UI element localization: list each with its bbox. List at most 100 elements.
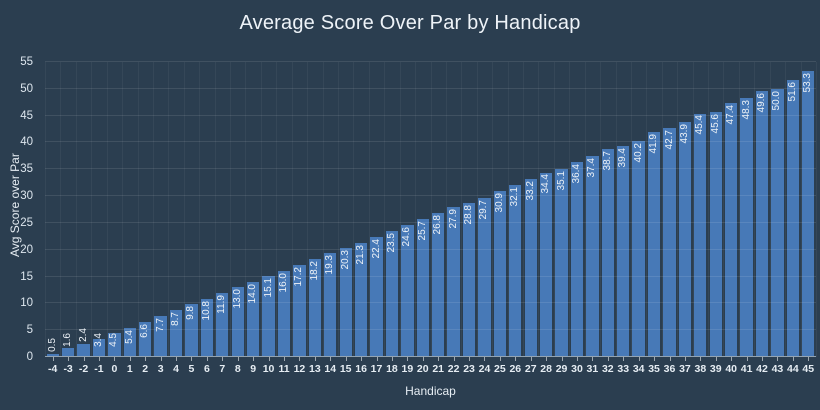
x-tick-mark: [777, 357, 779, 361]
x-tick-label: 39: [709, 363, 722, 375]
bar-handicap-28[interactable]: [539, 172, 553, 357]
x-tick-mark: [422, 357, 424, 361]
bar-handicap-17[interactable]: [370, 236, 383, 357]
x-tick-label: 1: [126, 363, 133, 375]
x-tick-label: 40: [725, 363, 738, 375]
bar-value-label: 34.4: [540, 174, 552, 194]
bar-handicap-20[interactable]: [416, 219, 429, 357]
x-tick-label: 30: [571, 363, 583, 375]
bar-handicap-33[interactable]: [617, 145, 630, 357]
x-tick-mark: [129, 357, 131, 361]
bar-handicap-43[interactable]: [771, 88, 784, 357]
bar-handicap-9[interactable]: [246, 281, 260, 357]
bar-handicap-41[interactable]: [740, 97, 753, 357]
bar-handicap-40[interactable]: [725, 102, 738, 357]
y-tick-label: 0: [26, 351, 33, 363]
bar-value-label: 33.2: [524, 180, 536, 201]
bar-handicap-15[interactable]: [339, 248, 352, 357]
bar-slot: 38.7: [600, 53, 615, 357]
bar-handicap-7[interactable]: [216, 293, 229, 357]
bar-handicap--1[interactable]: [92, 338, 106, 357]
bar-handicap-32[interactable]: [601, 149, 614, 357]
bar-slot: 35.1: [554, 53, 569, 357]
bar-slot: 14.0: [245, 53, 260, 357]
bar-handicap-6[interactable]: [200, 299, 214, 357]
bar-handicap-3[interactable]: [154, 315, 167, 357]
bar-handicap-25[interactable]: [493, 191, 507, 357]
bar-handicap-42[interactable]: [755, 90, 769, 357]
bar-value-label: 23.5: [385, 232, 397, 253]
bar-slot: 51.6: [785, 53, 800, 357]
bar-slot: 9.8: [184, 53, 199, 357]
x-tick-mark: [669, 357, 671, 361]
x-tick-mark: [530, 357, 532, 361]
x-tick-mark: [808, 357, 810, 361]
bar-handicap-23[interactable]: [462, 202, 476, 357]
bar-handicap-31[interactable]: [586, 156, 599, 357]
bar-handicap-18[interactable]: [385, 230, 399, 357]
bar-handicap-37[interactable]: [678, 121, 692, 357]
bar-handicap-0[interactable]: [108, 332, 121, 357]
bar-slot: 20.3: [338, 53, 353, 357]
bar-handicap-19[interactable]: [401, 225, 414, 357]
x-tick-label: 8: [234, 363, 241, 375]
x-tick-label: 23: [463, 363, 475, 375]
bar-handicap-24[interactable]: [478, 197, 491, 357]
bar-handicap--4[interactable]: [46, 354, 59, 357]
bar-handicap-13[interactable]: [308, 259, 321, 357]
bar-handicap-4[interactable]: [169, 310, 183, 357]
x-tick-label: 6: [203, 363, 210, 375]
bar-handicap-10[interactable]: [262, 276, 275, 357]
bar-handicap-35[interactable]: [647, 132, 661, 357]
bar-handicap-38[interactable]: [694, 113, 707, 357]
bar-handicap-16[interactable]: [354, 242, 368, 357]
bar-handicap-2[interactable]: [139, 321, 152, 357]
bar-value-label: 15.1: [262, 278, 274, 298]
bar-handicap-44[interactable]: [786, 80, 799, 357]
bar-handicap-27[interactable]: [524, 178, 537, 357]
bar-handicap-34[interactable]: [632, 141, 645, 357]
x-tick-mark: [176, 357, 178, 361]
bar-value-label: 3.4: [92, 333, 104, 347]
bar-handicap-21[interactable]: [432, 213, 445, 357]
bar-handicap--3[interactable]: [61, 348, 75, 357]
bar-handicap-5[interactable]: [185, 304, 198, 357]
x-tick-mark: [376, 357, 378, 361]
bar-handicap-12[interactable]: [293, 264, 306, 357]
bar-slot: 22.4: [369, 53, 384, 357]
bar-handicap-30[interactable]: [570, 161, 584, 357]
bar-slot: 13.0: [230, 53, 245, 357]
bar-handicap--2[interactable]: [77, 344, 90, 357]
x-tick-label: -3: [63, 363, 73, 375]
x-tick-mark: [330, 357, 332, 361]
bar-slot: 10.8: [199, 53, 214, 357]
x-tick-label: 14: [324, 363, 337, 375]
bar-handicap-14[interactable]: [324, 253, 337, 357]
bar-slot: 17.2: [292, 53, 307, 357]
y-tick-label: 40: [20, 136, 33, 149]
bar-slot: 24.6: [400, 53, 415, 357]
x-tick-mark: [499, 357, 501, 361]
bar-slot: 26.8: [431, 53, 446, 357]
x-tick-label: 35: [648, 363, 660, 375]
bar-slot: 40.2: [631, 53, 646, 357]
x-tick-label: 32: [601, 363, 614, 375]
bar-handicap-39[interactable]: [709, 112, 722, 357]
bar-handicap-8[interactable]: [231, 287, 244, 357]
bar-handicap-45[interactable]: [802, 71, 815, 357]
x-tick-label: 44: [787, 363, 799, 375]
bar-handicap-11[interactable]: [277, 271, 291, 357]
bar-slot: 37.4: [585, 53, 600, 357]
bar-value-label: 11.9: [216, 295, 228, 314]
bar-handicap-26[interactable]: [509, 184, 522, 357]
x-tick-mark: [284, 357, 285, 361]
bar-handicap-29[interactable]: [555, 168, 568, 357]
bar-handicap-36[interactable]: [663, 127, 676, 357]
bar-value-label: 40.2: [632, 143, 644, 163]
bar-value-label: 21.3: [355, 244, 367, 265]
bar-slot: 3.4: [91, 53, 106, 357]
bar-handicap-1[interactable]: [123, 328, 136, 357]
x-tick-mark: [576, 357, 578, 361]
bar-handicap-22[interactable]: [447, 207, 460, 357]
x-tick-label: 41: [740, 363, 753, 375]
